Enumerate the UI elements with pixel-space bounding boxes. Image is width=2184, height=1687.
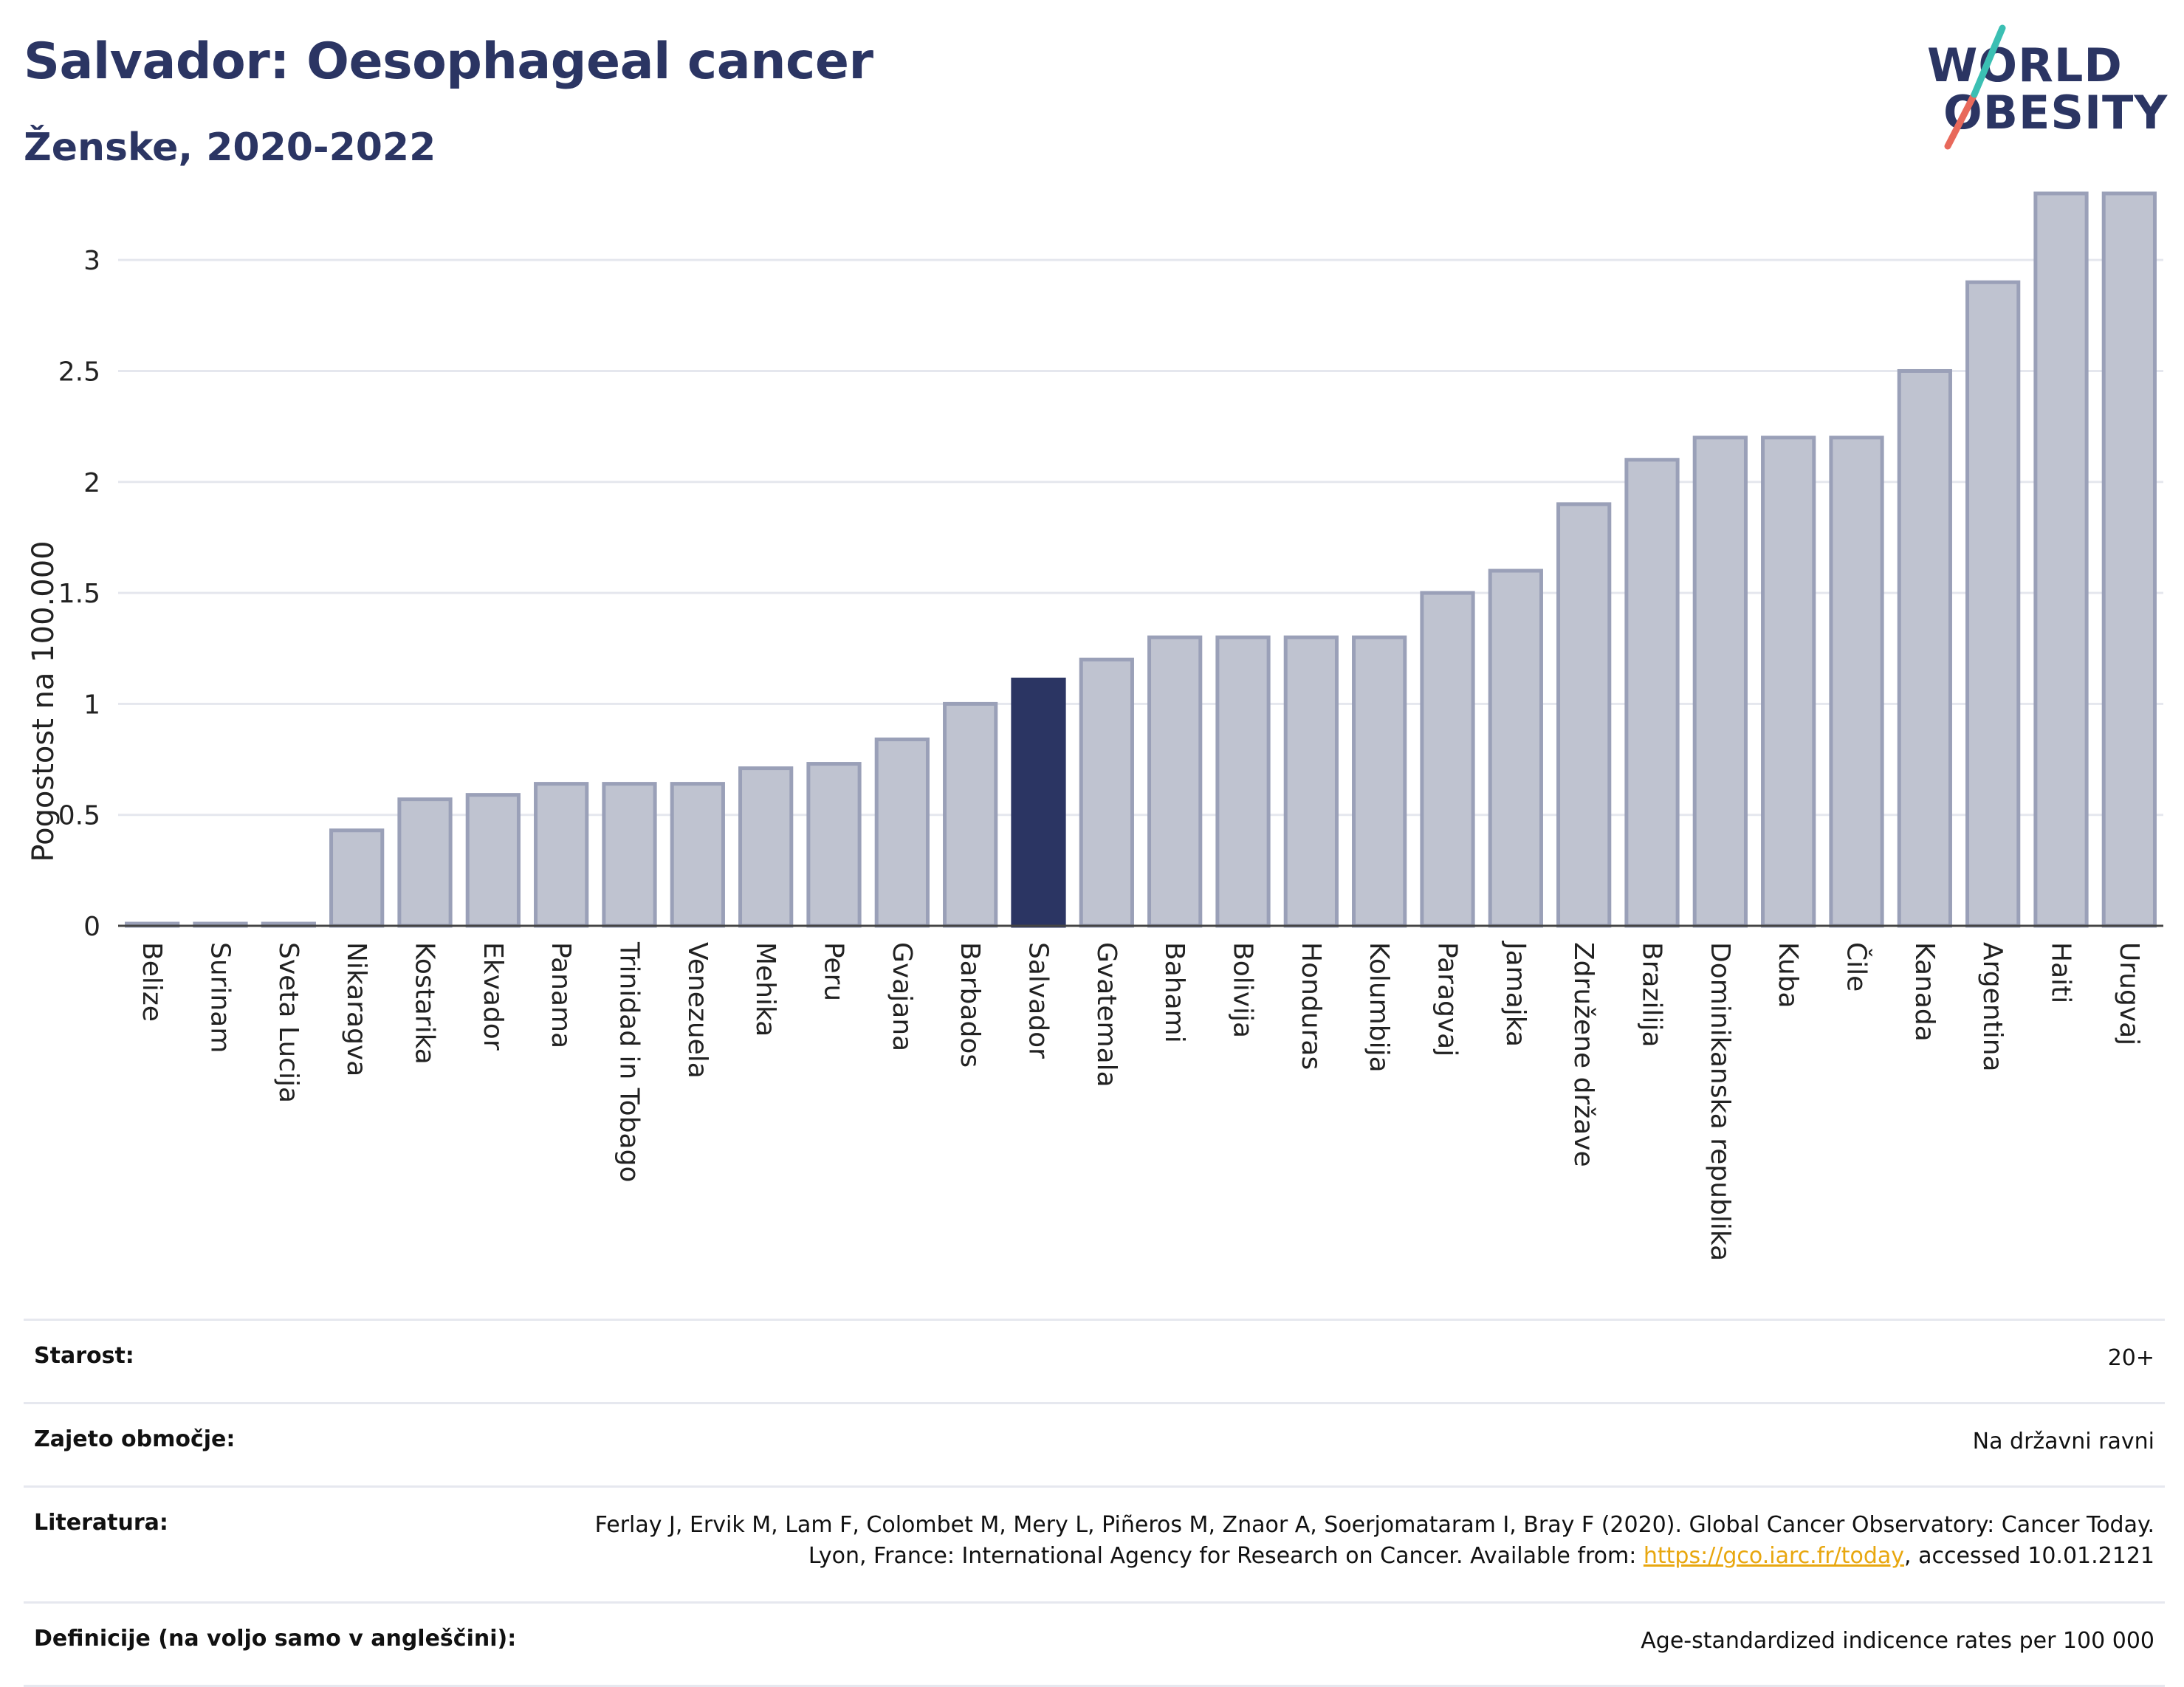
y-tick-label: 0.5 (58, 801, 100, 831)
bar (806, 762, 862, 928)
x-tick-label: Surinam (205, 942, 236, 1053)
x-tick-label: Nikaragva (341, 942, 371, 1076)
y-tick-label: 1 (83, 690, 100, 720)
x-tick-label: Panama (546, 942, 576, 1048)
x-tick-label: Brazilija (1637, 942, 1667, 1048)
x-tick-label: Urugvaj (2114, 942, 2144, 1045)
bar (1556, 502, 1612, 928)
chart-subtitle: Ženske, 2020-2022 (24, 126, 436, 170)
world-obesity-logo: WORLD OBESITY (1927, 22, 2167, 155)
logo-text-line1: WORLD (1927, 38, 2123, 92)
bar (1488, 568, 1543, 928)
slash-mark-icon (1944, 24, 2006, 150)
bar (602, 782, 657, 928)
x-tick-label: Gvajana (887, 942, 917, 1051)
age-value: 20+ (526, 1319, 2165, 1403)
bar (1215, 635, 1271, 928)
y-tick-label: 3 (83, 246, 100, 276)
x-tick-label: Sveta Lucija (273, 942, 303, 1103)
bar (1624, 458, 1680, 928)
bar (534, 782, 589, 928)
x-tick-label: Haiti (2046, 942, 2076, 1003)
axes: 0 0.5 1 1.5 2 2.5 3 Belize Surinam Sveta Lucija Ni… (58, 246, 2163, 1261)
bar (1420, 591, 1475, 928)
bar (1079, 657, 1134, 928)
x-tick-label: Peru (819, 942, 849, 1001)
bar (1829, 436, 1884, 928)
x-tick-label: Mehika (750, 942, 780, 1037)
bar (1761, 436, 1816, 928)
info-row-area: Zajeto območje: Na državni ravni (24, 1402, 2165, 1487)
bar (465, 793, 521, 928)
info-row-reference: Literatura: Ferlay J, Ervik M, Lam F, Co… (24, 1485, 2165, 1603)
x-tick-label: Čile (1841, 942, 1872, 992)
chart-title: Salvador: Oesophageal cancer (24, 32, 873, 91)
x-tick-label: Kuba (1773, 942, 1803, 1009)
definitions-label: Definicije (na voljo samo v angleščini): (24, 1601, 527, 1687)
area-value: Na državni ravni (526, 1402, 2165, 1487)
x-tick-label: Barbados (955, 942, 985, 1068)
x-tick-label: Belize (137, 942, 167, 1022)
reference-link[interactable]: https://gco.iarc.fr/today (1643, 1543, 1905, 1569)
x-tick-label: Kanada (1909, 942, 1940, 1042)
y-tick-label: 2 (83, 468, 100, 498)
bar (1147, 635, 1203, 928)
x-tick-label: Honduras (1296, 942, 1326, 1070)
age-label: Starost: (24, 1319, 527, 1403)
x-tick-label: Kolumbija (1364, 942, 1394, 1073)
x-tick-label: Gvatemala (1091, 942, 1122, 1088)
definitions-value: Age-standardized indicence rates per 100… (526, 1601, 2165, 1687)
bar (329, 828, 385, 928)
bar (397, 797, 453, 928)
bar (943, 701, 998, 928)
x-tick-label: Jamajka (1500, 941, 1531, 1047)
bar-highlight (1011, 677, 1066, 928)
bar (1897, 368, 1952, 928)
bars (125, 191, 2157, 928)
bar (1692, 436, 1748, 928)
x-tick-label: Bahami (1159, 942, 1189, 1043)
x-tick-label: Bolivija (1228, 942, 1258, 1038)
x-tick-label: Dominikanska republika (1705, 942, 1735, 1261)
x-tick-label: Združene države (1568, 942, 1598, 1167)
y-tick-label: 2.5 (58, 357, 100, 387)
reference-suffix: , accessed 10.01.2121 (1904, 1543, 2154, 1569)
bar (738, 766, 794, 928)
area-label: Zajeto območje: (24, 1402, 527, 1487)
x-tick-label: Paragvaj (1432, 942, 1463, 1056)
x-tick-label: Venezuela (682, 942, 712, 1079)
y-tick-label: 0 (83, 912, 100, 942)
bar (1283, 635, 1339, 928)
reference-value: Ferlay J, Ervik M, Lam F, Colombet M, Me… (526, 1485, 2165, 1603)
reference-label: Literatura: (24, 1485, 527, 1603)
x-tick-label: Kostarika (410, 942, 440, 1065)
x-tick-label: Trinidad in Tobago (614, 941, 645, 1182)
bar (670, 782, 725, 928)
x-tick-label: Ekvador (478, 942, 508, 1051)
bar (1965, 280, 2021, 928)
bar-chart: 0 0.5 1 1.5 2 2.5 3 Belize Surinam Sveta Lucija Ni… (27, 191, 2163, 1261)
y-tick-label: 1.5 (58, 579, 100, 609)
logo-text-line2: OBESITY (1943, 86, 2168, 140)
info-table: Starost: 20+ Zajeto območje: Na državni … (24, 1319, 2165, 1687)
reference-text: Ferlay J, Ervik M, Lam F, Colombet M, Me… (594, 1512, 2154, 1569)
bar (1352, 635, 1407, 928)
bar (2033, 191, 2089, 928)
info-row-definitions: Definicije (na voljo samo v angleščini):… (24, 1601, 2165, 1687)
grid-lines (118, 258, 2163, 817)
info-row-age: Starost: 20+ (24, 1319, 2165, 1403)
bar (2101, 191, 2157, 928)
bar (874, 737, 930, 928)
x-tick-label: Salvador (1023, 942, 1054, 1059)
x-tick-label: Argentina (1977, 942, 2008, 1072)
y-axis-label: Pogostost na 100.000 (27, 540, 61, 862)
